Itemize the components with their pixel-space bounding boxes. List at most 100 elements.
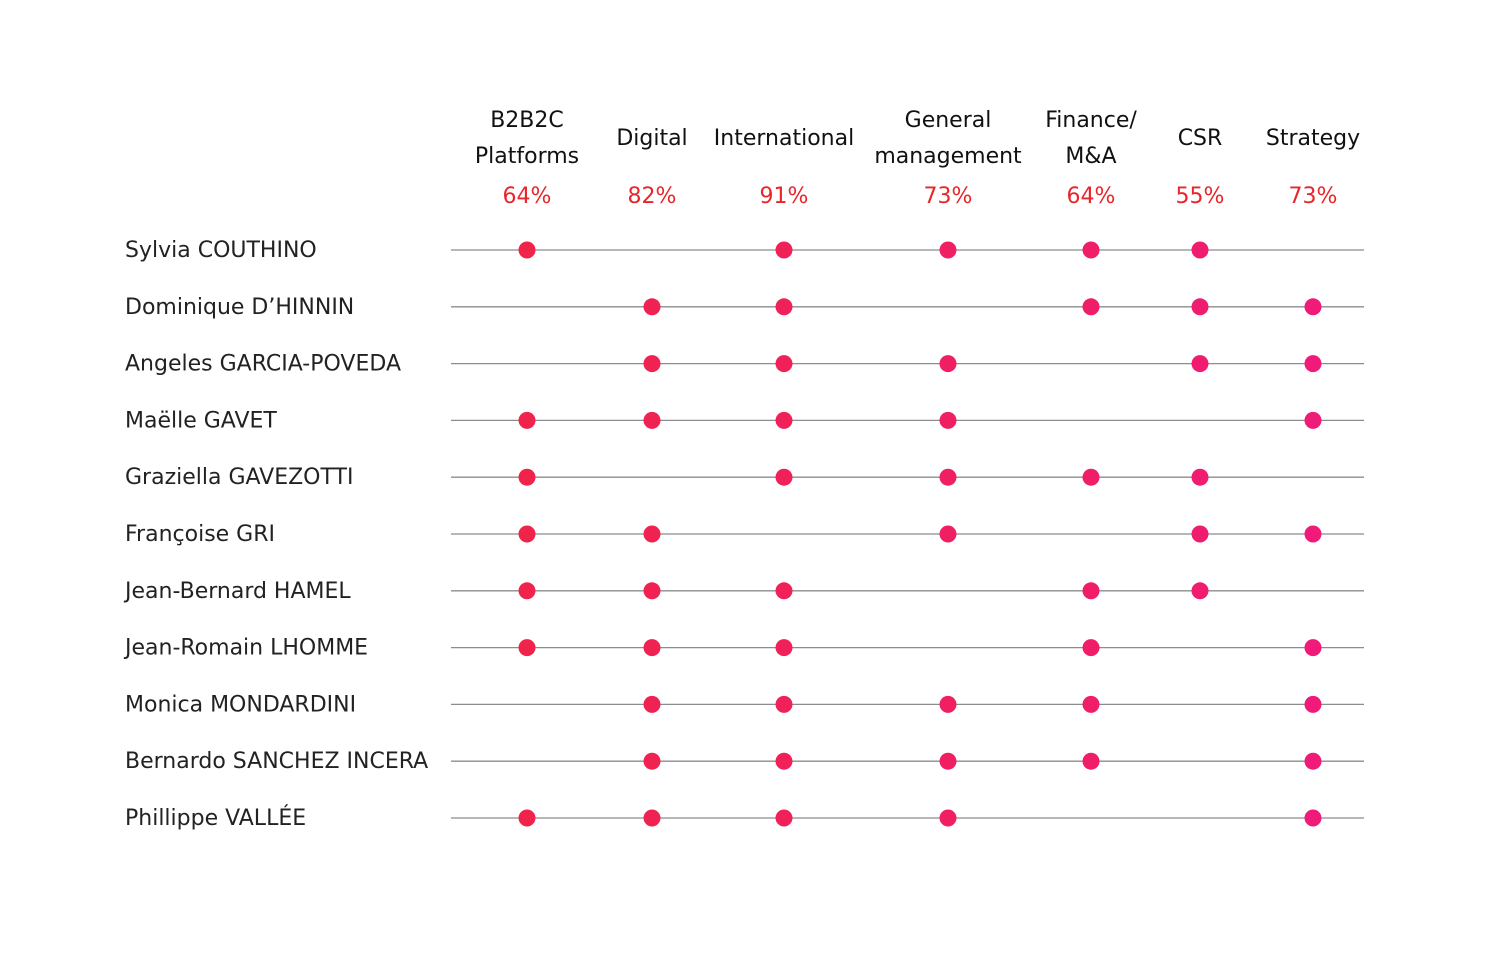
column-percent: 55% [1176, 184, 1225, 209]
row-label: Graziella GAVEZOTTI [125, 465, 353, 490]
skill-dot-strategy [1304, 752, 1322, 770]
skill-dot-general-management [939, 411, 957, 429]
column-header-line: Finance/ [1045, 108, 1137, 133]
skill-dot-general-management [939, 355, 957, 373]
skill-dot-strategy [1304, 639, 1322, 657]
skill-dot-finance-m-a [1082, 639, 1100, 657]
column-percent: 91% [760, 184, 809, 209]
skill-dot-csr [1191, 525, 1209, 543]
skill-dot-international [775, 639, 793, 657]
skill-dot-strategy [1304, 525, 1322, 543]
skill-dot-international [775, 298, 793, 316]
skill-dot-digital [643, 695, 661, 713]
row-phillippe-vallee: Phillippe VALLÉE [125, 805, 1364, 831]
skill-dot-csr [1191, 298, 1209, 316]
skill-dot-digital [643, 752, 661, 770]
skill-dot-general-management [939, 752, 957, 770]
skill-dot-finance-m-a [1082, 298, 1100, 316]
row-jean-romain-lhomme: Jean-Romain LHOMME [123, 636, 1364, 661]
column-header-line: Strategy [1266, 126, 1360, 151]
row-label: Monica MONDARDINI [125, 692, 356, 717]
skill-dot-digital [643, 639, 661, 657]
column-header-line: Platforms [475, 144, 579, 169]
row-monica-mondardini: Monica MONDARDINI [125, 692, 1364, 717]
skill-dot-international [775, 752, 793, 770]
skill-dot-digital [643, 355, 661, 373]
skill-dot-general-management [939, 525, 957, 543]
skill-dot-b2b2c-platforms [518, 468, 536, 486]
skill-dot-digital [643, 525, 661, 543]
column-header-general-management: General management 73% [874, 108, 1022, 209]
column-header-international: International 91% [714, 126, 854, 209]
column-header-finance-m-a: Finance/M&A 64% [1045, 108, 1137, 209]
skill-dot-b2b2c-platforms [518, 809, 536, 827]
skill-dot-digital [643, 582, 661, 600]
skill-dot-finance-m-a [1082, 582, 1100, 600]
column-percent: 64% [1067, 184, 1116, 209]
skill-dot-finance-m-a [1082, 752, 1100, 770]
skill-dot-finance-m-a [1082, 468, 1100, 486]
column-header-line: B2B2C [490, 108, 564, 133]
column-percent: 64% [503, 184, 552, 209]
column-header-line: M&A [1065, 144, 1116, 169]
column-percent: 73% [924, 184, 973, 209]
skill-dot-international [775, 809, 793, 827]
skill-dot-strategy [1304, 355, 1322, 373]
column-header-csr: CSR 55% [1176, 126, 1225, 209]
skill-dot-international [775, 582, 793, 600]
skill-dot-international [775, 411, 793, 429]
skill-dot-csr [1191, 582, 1209, 600]
skill-dot-digital [643, 809, 661, 827]
skill-dot-finance-m-a [1082, 241, 1100, 259]
column-header-line: General [905, 108, 992, 133]
column-header-line: CSR [1178, 126, 1223, 151]
column-header-line: management [874, 144, 1022, 169]
skill-dot-b2b2c-platforms [518, 241, 536, 259]
skill-dot-general-management [939, 468, 957, 486]
skill-dot-b2b2c-platforms [518, 411, 536, 429]
skill-dot-finance-m-a [1082, 695, 1100, 713]
director-rows: Sylvia COUTHINO Dominique D’HINNIN Angeles… [123, 238, 1364, 831]
skill-dot-international [775, 468, 793, 486]
skill-dot-general-management [939, 241, 957, 259]
skill-dot-strategy [1304, 809, 1322, 827]
column-header-line: Digital [616, 126, 687, 151]
skill-dot-b2b2c-platforms [518, 582, 536, 600]
skill-dot-csr [1191, 468, 1209, 486]
skill-dot-international [775, 241, 793, 259]
row-label: Dominique D’HINNIN [125, 295, 354, 320]
column-header-line: International [714, 126, 854, 151]
row-jean-bernard-hamel: Jean-Bernard HAMEL [123, 579, 1364, 604]
skill-dot-general-management [939, 695, 957, 713]
column-percent: 73% [1289, 184, 1338, 209]
skill-dot-strategy [1304, 695, 1322, 713]
skill-dot-international [775, 695, 793, 713]
column-header-digital: Digital 82% [616, 126, 687, 209]
row-label: Françoise GRI [125, 522, 275, 547]
skill-dot-strategy [1304, 411, 1322, 429]
skill-dot-b2b2c-platforms [518, 639, 536, 657]
column-headers: B2B2C Platforms 64% Digital 82% International… [475, 108, 1360, 209]
row-francoise-gri: Françoise GRI [125, 522, 1364, 547]
row-sylvia-couthino: Sylvia COUTHINO [125, 238, 1364, 263]
column-header-strategy: Strategy 73% [1266, 126, 1360, 209]
row-label: Angeles GARCIA-POVEDA [125, 352, 401, 377]
skill-dot-csr [1191, 241, 1209, 259]
row-dominique-d-hinnin: Dominique D’HINNIN [125, 295, 1364, 320]
row-label: Phillippe VALLÉE [125, 805, 306, 831]
row-label: Jean-Bernard HAMEL [123, 579, 351, 604]
skill-dot-digital [643, 411, 661, 429]
skill-dot-international [775, 355, 793, 373]
row-label: Maëlle GAVET [125, 408, 277, 433]
skill-dot-general-management [939, 809, 957, 827]
row-label: Bernardo SANCHEZ INCERA [125, 749, 428, 774]
row-maelle-gavet: Maëlle GAVET [125, 408, 1364, 433]
skill-dot-strategy [1304, 298, 1322, 316]
skill-dot-csr [1191, 355, 1209, 373]
row-label: Jean-Romain LHOMME [123, 636, 368, 661]
row-bernardo-sanchez-incera: Bernardo SANCHEZ INCERA [125, 749, 1364, 774]
row-angeles-garcia-poveda: Angeles GARCIA-POVEDA [125, 352, 1364, 377]
column-percent: 82% [628, 184, 677, 209]
